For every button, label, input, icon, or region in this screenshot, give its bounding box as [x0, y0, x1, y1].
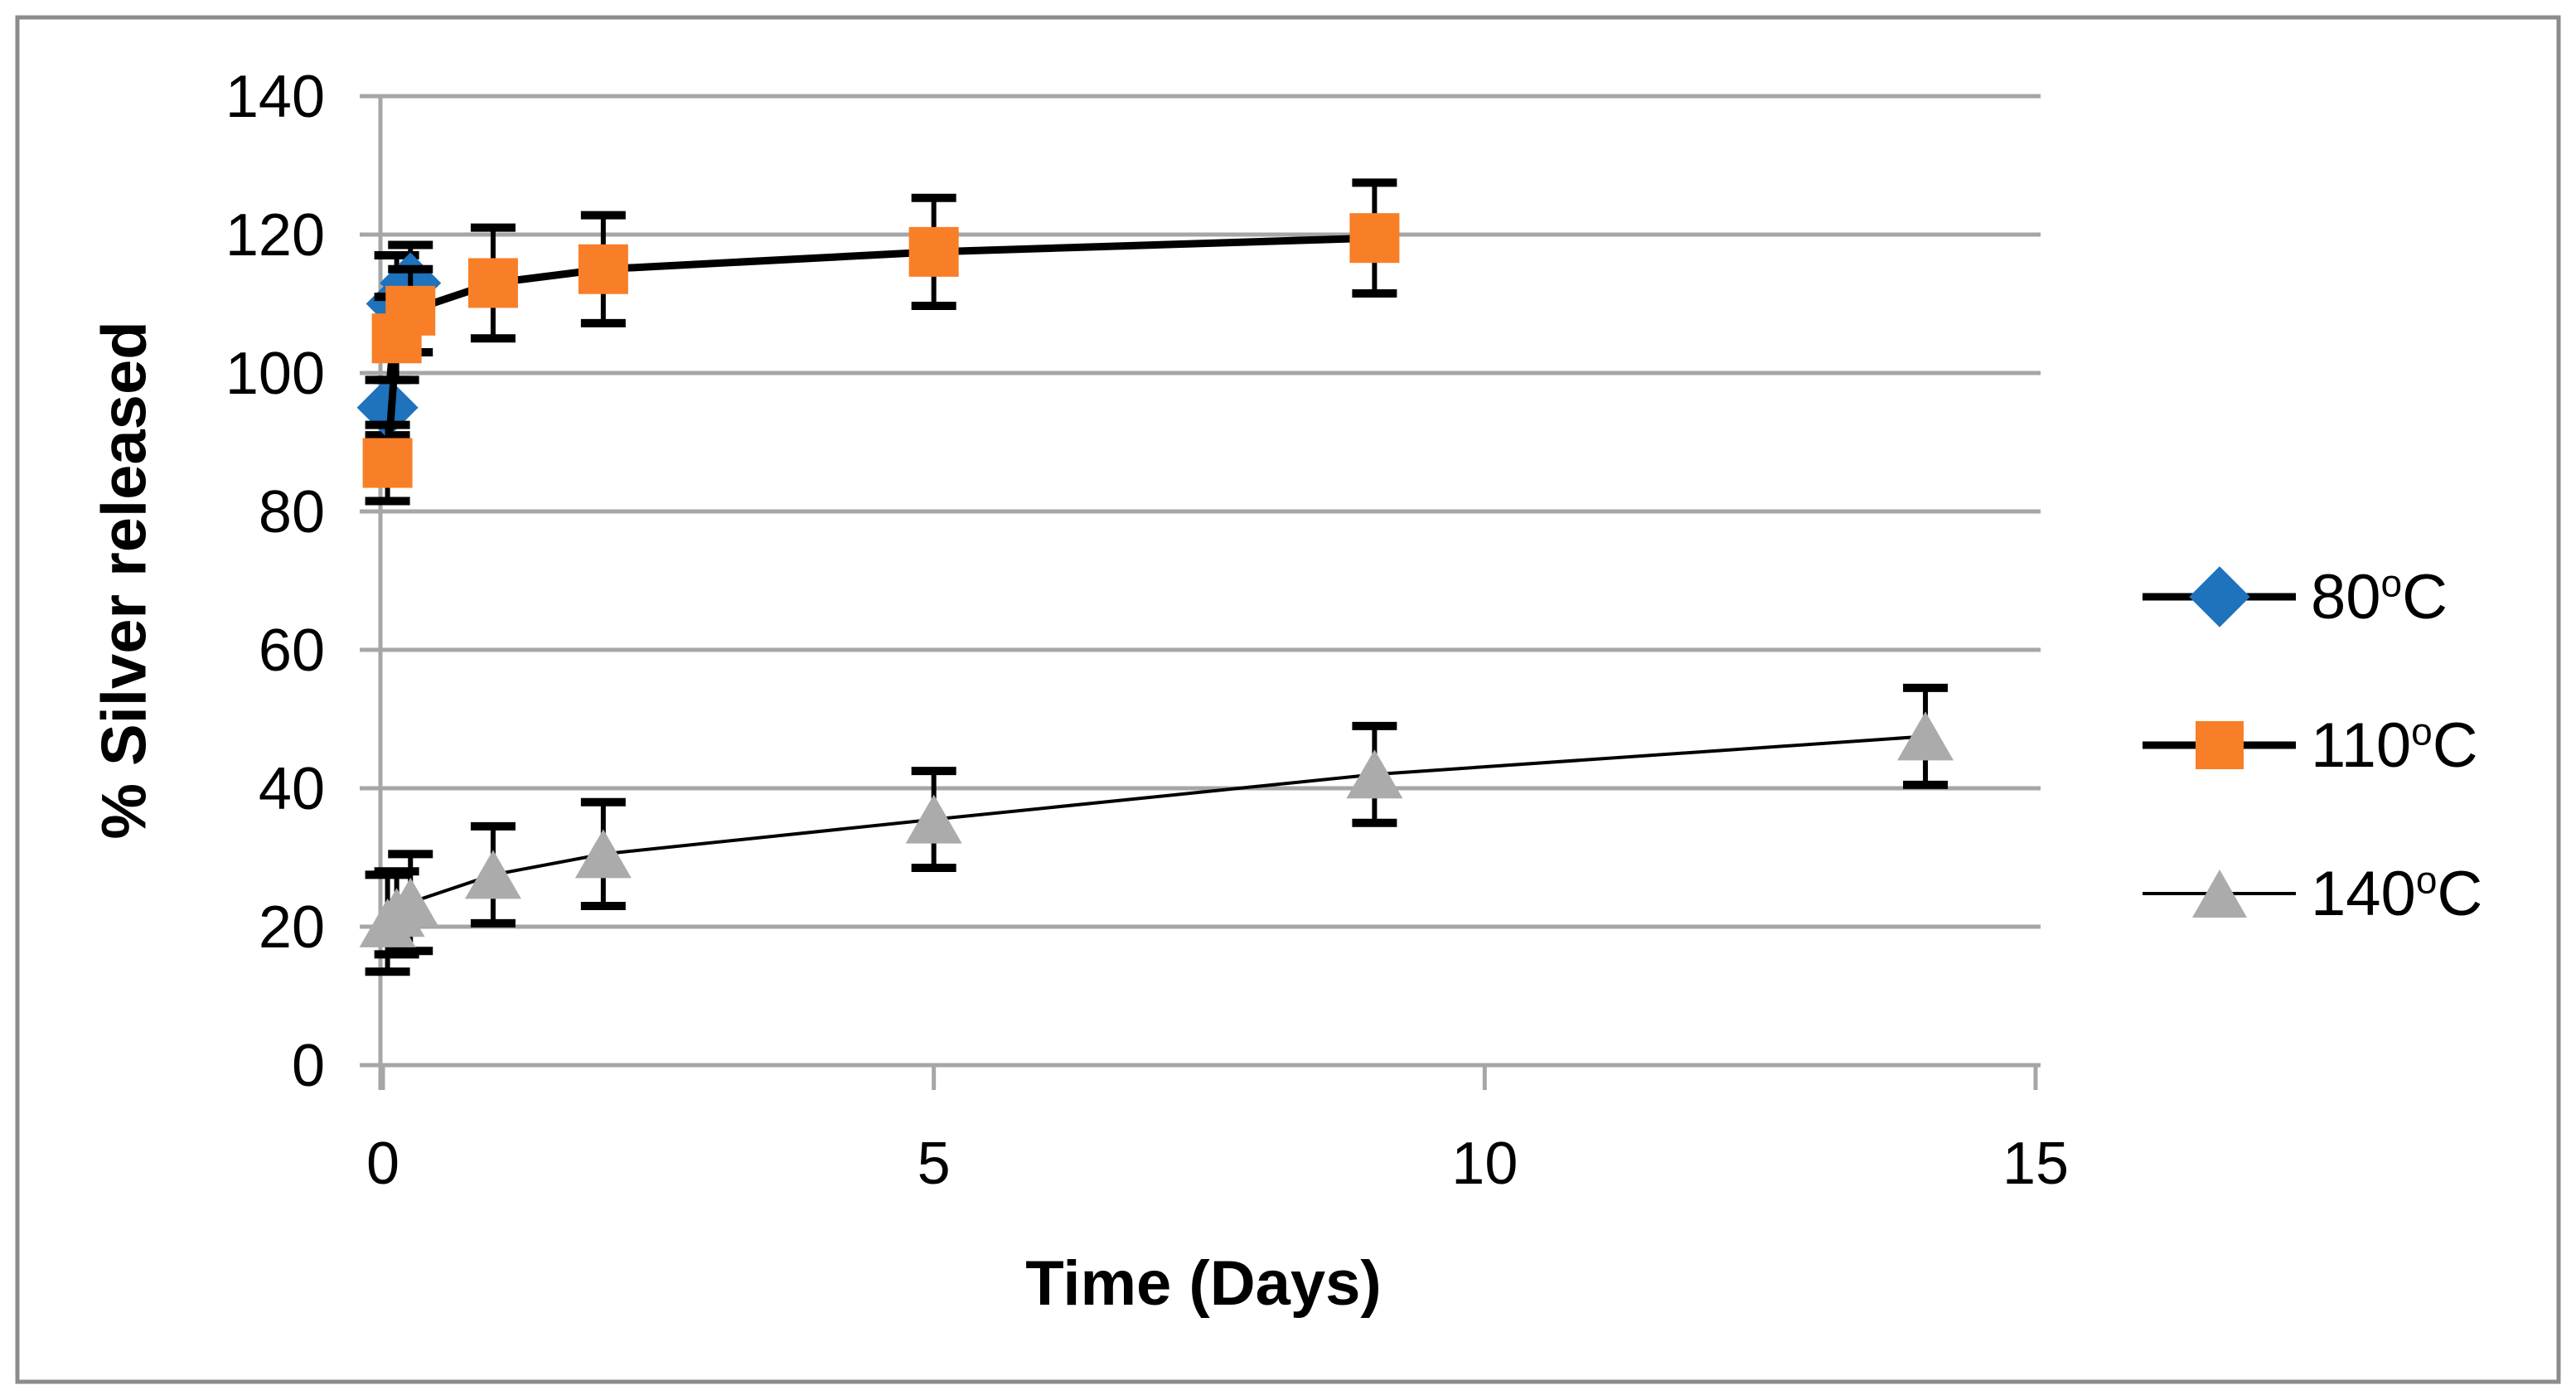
y-tick-label: 80 [259, 479, 325, 545]
legend-label: 80oC [2311, 561, 2448, 632]
y-tick-label: 20 [259, 894, 325, 961]
marker-triangle-140C [1897, 711, 1954, 761]
legend-item-80c: 80oC [2143, 539, 2574, 655]
marker-square-110C [467, 258, 518, 308]
figure-border [15, 15, 2561, 1384]
x-tick-label: 0 [366, 1131, 399, 1197]
legend-swatch [2143, 539, 2296, 655]
x-tick-label: 15 [2002, 1131, 2069, 1197]
marker-triangle-140C [1346, 749, 1403, 799]
legend-label: 110oC [2311, 710, 2478, 781]
legend-item-140c: 140oC [2143, 836, 2574, 952]
y-tick-label: 40 [259, 756, 325, 822]
y-tick-label: 0 [292, 1033, 325, 1099]
marker-triangle-140C [382, 877, 439, 927]
y-tick-label: 100 [225, 341, 325, 407]
marker-triangle-140C [574, 829, 632, 879]
legend-marker-square-icon [2195, 721, 2244, 769]
series-line-110C [384, 234, 1375, 463]
legend-marker-triangle-icon [2191, 870, 2247, 918]
y-tick-label: 120 [225, 202, 325, 269]
marker-square-110C [362, 438, 413, 488]
legend-label: 140oC [2311, 858, 2483, 929]
marker-triangle-140C [905, 794, 962, 844]
y-axis-title: % Silver released [89, 321, 160, 840]
marker-square-110C [1349, 213, 1400, 264]
x-tick-label: 5 [918, 1131, 951, 1197]
x-axis-title: Time (Days) [1025, 1248, 1382, 1319]
series-line-140C [386, 734, 1926, 925]
y-tick-label: 140 [225, 64, 325, 130]
x-tick-label: 10 [1451, 1131, 1518, 1197]
marker-square-110C [908, 226, 959, 277]
legend-swatch [2143, 687, 2296, 803]
legend: 80oC 110oC 140oC [2143, 0, 2574, 1400]
legend-marker-diamond-icon [2188, 566, 2250, 627]
y-tick-label: 60 [259, 618, 325, 684]
marker-triangle-140C [464, 850, 521, 899]
legend-swatch [2143, 836, 2296, 952]
marker-square-110C [385, 285, 436, 336]
legend-item-110c: 110oC [2143, 687, 2574, 803]
marker-square-110C [578, 244, 628, 294]
